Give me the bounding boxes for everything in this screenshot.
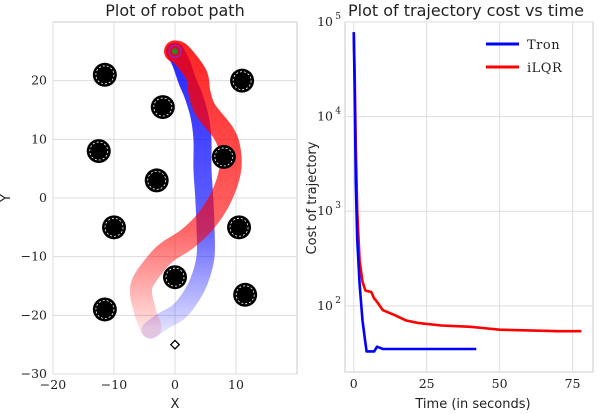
y-tick-exponent: 4 [335,107,341,117]
obstacle [233,282,258,307]
y-tick-label: 10 [317,14,333,29]
obstacle [92,297,117,322]
obstacle-ring [153,97,173,117]
y-tick-label: 10 [317,298,333,313]
y-tick-label: −10 [21,249,47,264]
cost-lines [352,32,582,353]
path-ilqr [129,40,242,339]
cost-plot-area [344,21,594,373]
goal-ring [168,44,182,58]
obstacle [92,62,117,87]
x-tick-label: −10 [101,377,127,392]
cost-xlabel: Time (in seconds) [414,397,530,412]
y-tick-label: 10 [31,131,47,146]
cost-title: Plot of trajectory cost vs time [348,1,584,20]
x-tick-label: 75 [565,376,581,391]
robot-path-ylabel: Y [0,194,14,203]
robot-path-title: Plot of robot path [105,1,244,20]
y-tick-label: 0 [39,190,47,205]
x-tick-label: 0 [350,376,358,391]
y-tick-label: −20 [21,307,47,322]
y-tick-exponent: 2 [335,296,341,306]
y-tick-label: 20 [31,73,47,88]
obstacle-ring [89,141,109,161]
x-tick-label: 25 [419,376,435,391]
obstacle-ring [232,71,252,91]
y-tick-label: 10 [317,203,333,218]
cost-grid [345,21,593,372]
y-tick-exponent: 3 [335,201,341,211]
obstacle-ring [235,285,255,305]
obstacle [230,68,255,93]
cost-legend: Tron iLQR [486,38,563,76]
obstacle [150,95,175,120]
legend-label-tron: Tron [527,38,560,53]
robot-path-markers [168,44,182,350]
obstacle-ring [165,267,185,287]
x-tick-label: 0 [171,377,179,392]
obstacle [227,215,252,240]
cost-ylabel: Cost of trajectory [305,141,320,254]
x-tick-label: 10 [228,377,244,392]
x-tick-label: 50 [492,376,508,391]
obstacle [86,139,111,164]
start-marker [169,339,181,350]
line-tron [352,32,477,353]
obstacle-ring [229,217,249,237]
obstacle-ring [95,300,115,319]
y-tick-exponent: 5 [335,12,341,22]
obstacle-ring [104,217,124,237]
obstacle [211,144,236,169]
obstacle [102,215,126,240]
obstacle-ring [95,65,115,85]
y-tick-label: −30 [21,366,47,381]
y-tick-label: 10 [317,109,333,124]
obstacle-ring [214,147,234,167]
robot-path-trajectories [129,40,242,339]
goal-marker [172,48,178,55]
obstacle [163,265,187,290]
robot-path-obstacles [86,62,258,322]
x-tick-label: −20 [40,377,66,392]
legend-label-ilqr: iLQR [527,61,563,76]
obstacle-ring [147,170,167,190]
obstacle [144,168,169,193]
robot-path-xlabel: X [171,397,180,412]
